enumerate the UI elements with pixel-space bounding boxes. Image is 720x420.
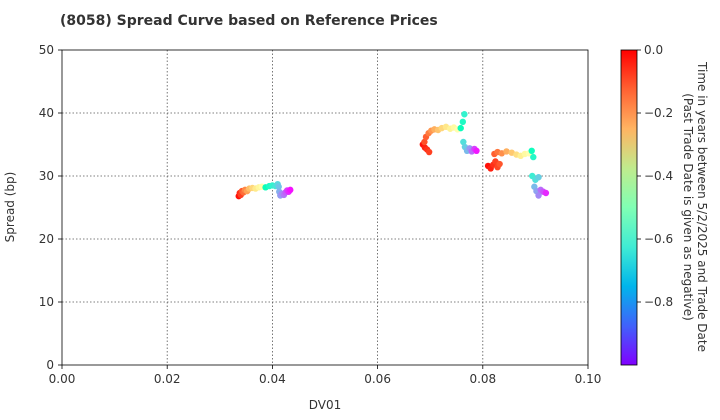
- plot-frame: [61, 49, 589, 366]
- y-axis-label: Spread (bp): [3, 172, 17, 243]
- colorbar-tick-label: −0.6: [644, 232, 673, 246]
- x-tick-label: 0.06: [364, 372, 391, 386]
- data-point: [457, 124, 464, 132]
- x-axis-ticks: 0.00 0.02 0.04 0.06 0.08 0.10: [49, 365, 602, 386]
- data-point: [496, 160, 503, 168]
- data-point: [459, 118, 467, 126]
- y-tick-label: 40: [39, 106, 54, 120]
- x-tick-label: 0.02: [154, 372, 181, 386]
- chart-title: (8058) Spread Curve based on Reference P…: [60, 13, 438, 29]
- x-tick-label: 0.00: [49, 372, 76, 386]
- y-axis-ticks: 0 10 20 30 40 50: [39, 43, 62, 372]
- colorbar-tick-label: −0.2: [644, 106, 673, 120]
- data-point: [287, 186, 294, 194]
- y-tick-label: 30: [39, 169, 54, 183]
- colorbar-label-line1: Time in years between 5/2/2025 and Trade…: [695, 61, 709, 352]
- data-point: [503, 148, 510, 155]
- y-tick-label: 0: [46, 358, 54, 372]
- colorbar-tick-label: −0.4: [644, 169, 673, 183]
- data-point: [542, 189, 550, 197]
- colorbar-tick-label: 0.0: [644, 43, 663, 57]
- y-tick-label: 20: [39, 232, 54, 246]
- y-tick-label: 50: [39, 43, 54, 57]
- x-tick-label: 0.10: [575, 372, 602, 386]
- data-point: [421, 138, 428, 146]
- data-point: [425, 148, 433, 156]
- colorbar-tick-label: −0.8: [644, 295, 673, 309]
- grid-lines: [62, 50, 588, 365]
- data-point: [275, 183, 282, 190]
- colorbar-ticks: 0.0 −0.2 −0.4 −0.6 −0.8: [637, 43, 673, 309]
- data-point: [528, 147, 535, 154]
- data-point: [473, 147, 480, 154]
- colorbar-label-line2: (Past Trade Date is given as negative): [681, 93, 695, 321]
- data-points: [235, 111, 550, 200]
- colorbar: [620, 49, 638, 366]
- x-tick-label: 0.08: [469, 372, 496, 386]
- data-point: [535, 174, 542, 181]
- data-point: [461, 111, 468, 118]
- y-tick-label: 10: [39, 295, 54, 309]
- data-point: [530, 153, 537, 161]
- x-axis-label: DV01: [309, 398, 342, 412]
- x-tick-label: 0.04: [259, 372, 286, 386]
- data-point: [460, 138, 467, 146]
- data-point: [535, 192, 542, 199]
